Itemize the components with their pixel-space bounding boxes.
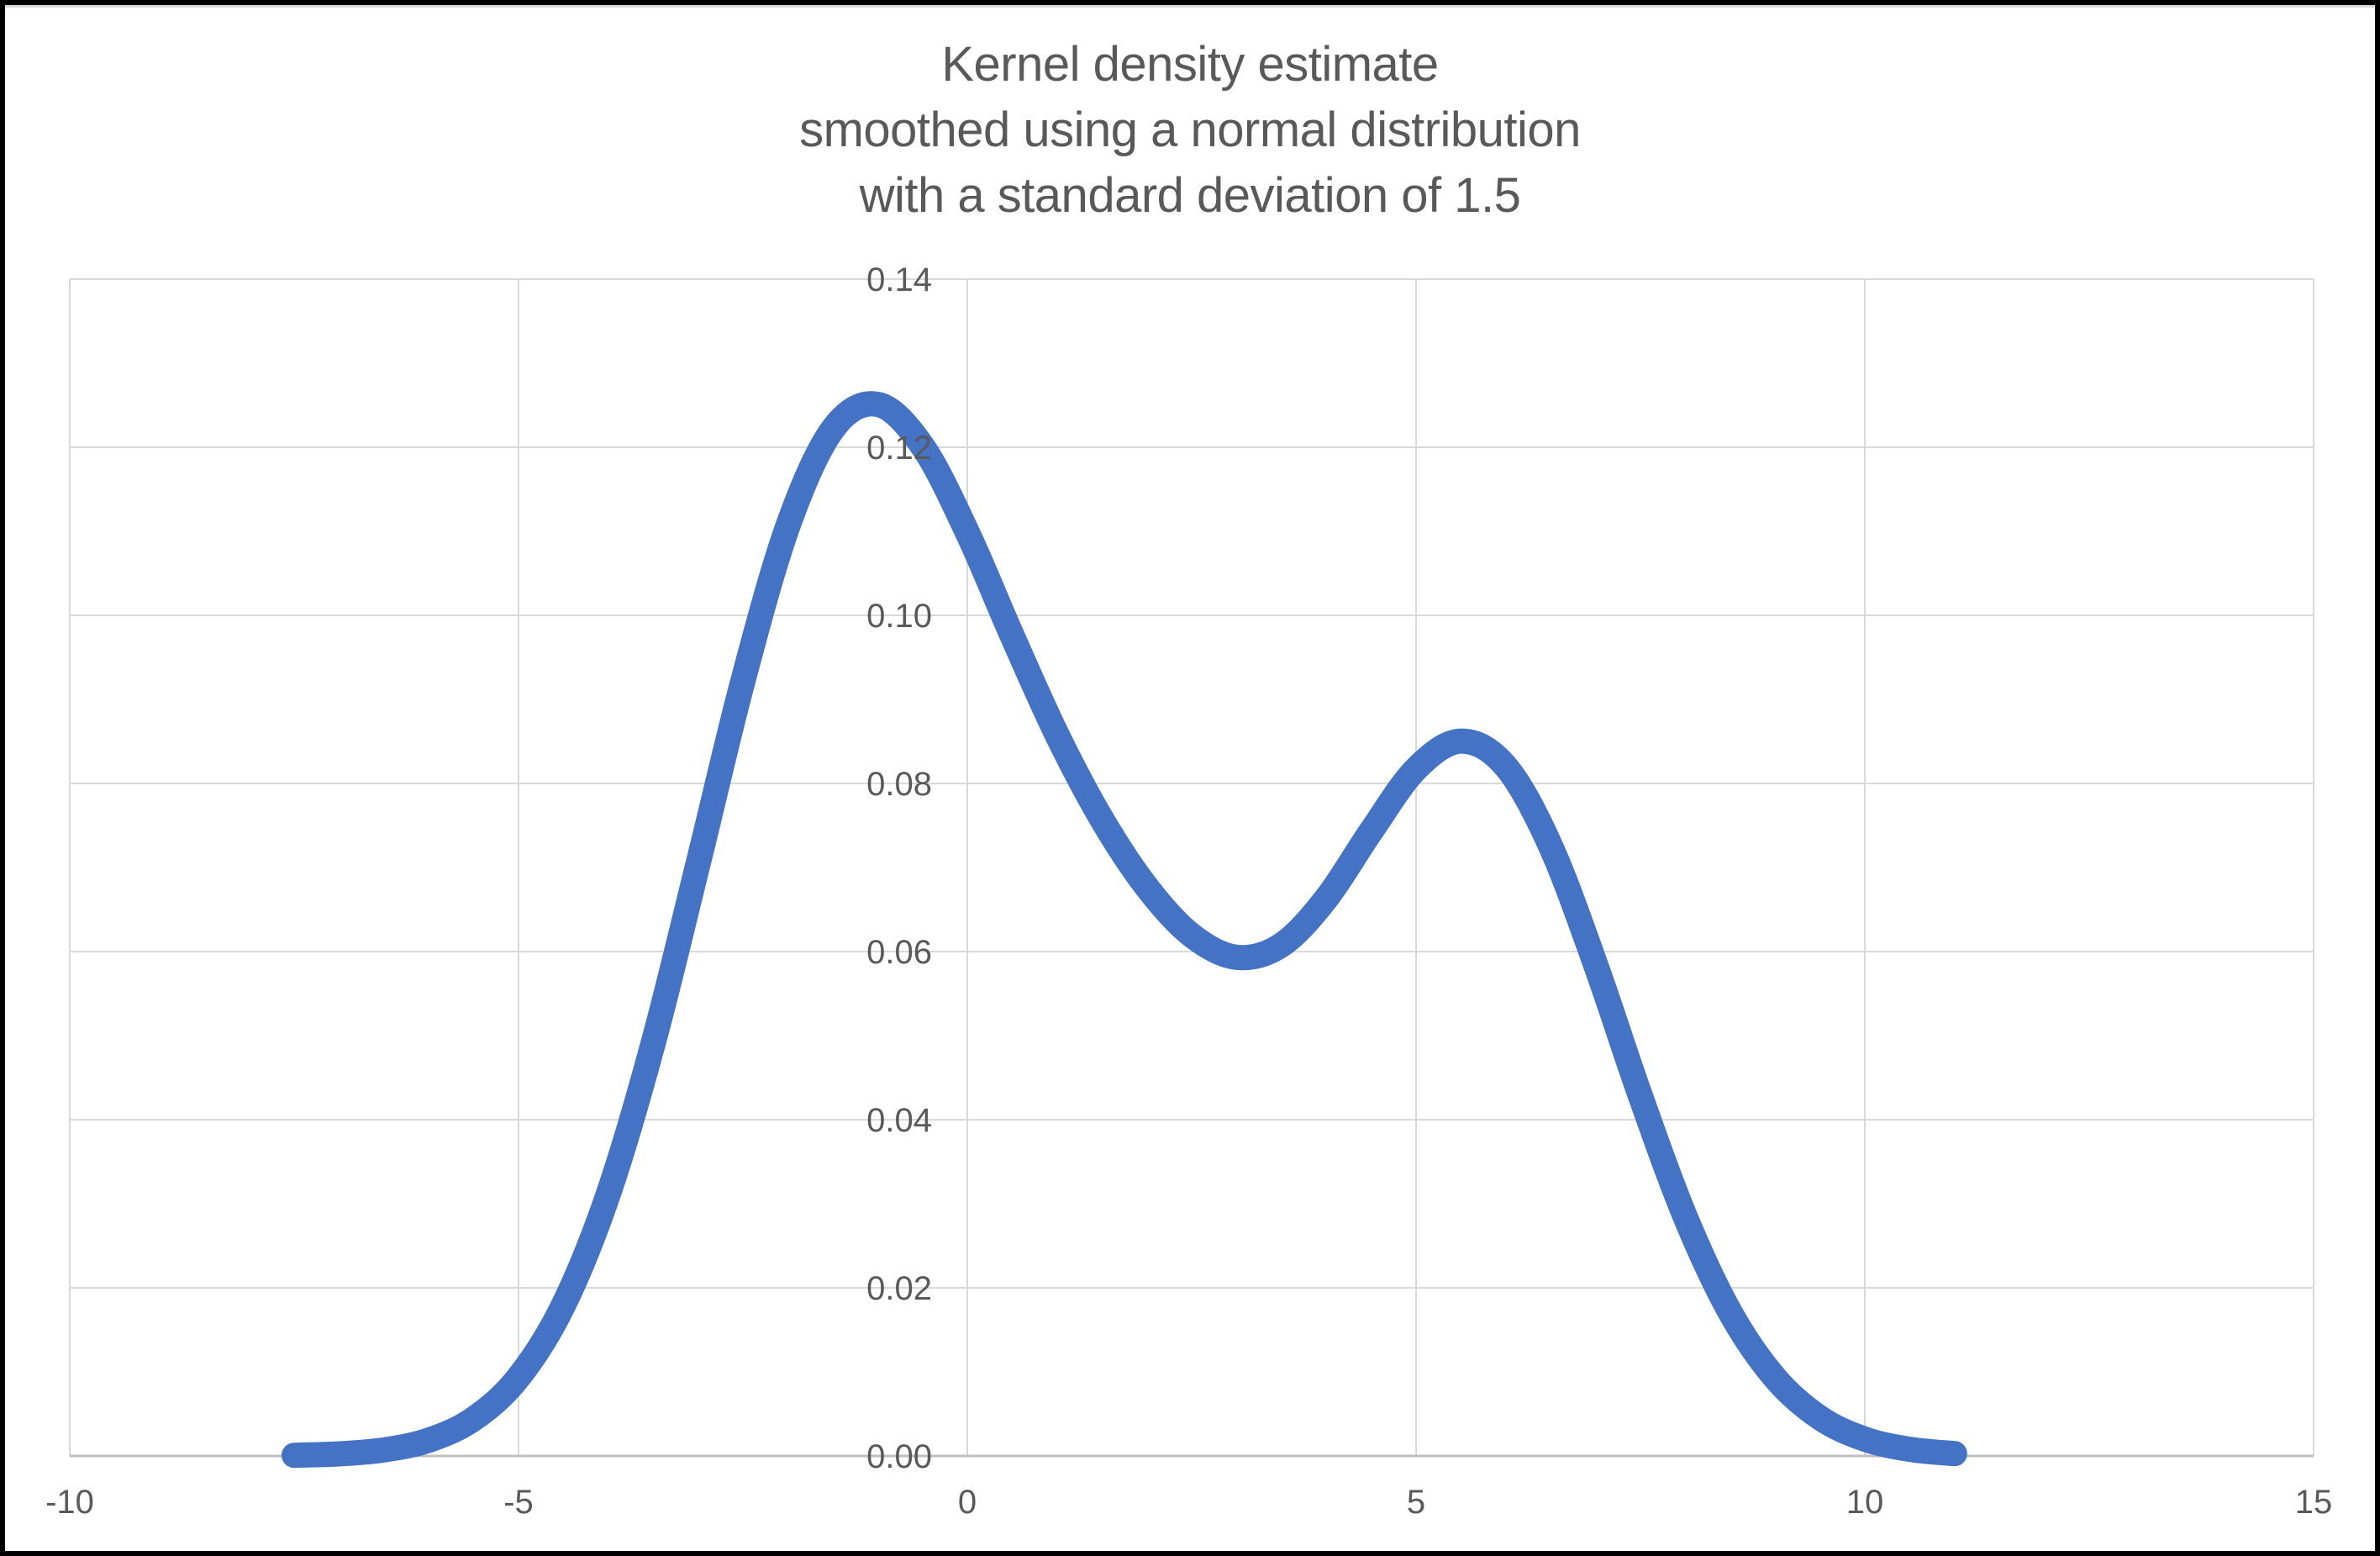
kde-curve (282, 391, 1967, 1469)
y-tick-label: 0.08 (866, 766, 932, 803)
y-tick-label: 0.00 (866, 1438, 932, 1475)
x-tick-label: 15 (2295, 1484, 2333, 1521)
plot-area (70, 279, 2314, 1456)
y-tick-label: 0.02 (866, 1270, 932, 1307)
x-tick-label: -10 (45, 1484, 94, 1521)
chart-title-line-1: Kernel density estimate (941, 37, 1439, 92)
chart-title-line-2: smoothed using a normal distribution (799, 103, 1581, 157)
y-tick-label: 0.12 (866, 430, 932, 467)
x-tick-label: -5 (503, 1484, 534, 1521)
x-tick-label: 0 (958, 1484, 977, 1521)
chart-title-line-3: with a standard deviation of 1.5 (859, 168, 1521, 223)
chart-title: Kernel density estimate smoothed using a… (0, 32, 2380, 229)
y-tick-label: 0.14 (866, 261, 932, 298)
y-tick-label: 0.04 (866, 1102, 932, 1139)
x-tick-label: 10 (1846, 1484, 1884, 1521)
y-tick-label: 0.10 (866, 598, 932, 635)
y-tick-label: 0.06 (866, 934, 932, 971)
x-tick-label: 5 (1407, 1484, 1425, 1521)
